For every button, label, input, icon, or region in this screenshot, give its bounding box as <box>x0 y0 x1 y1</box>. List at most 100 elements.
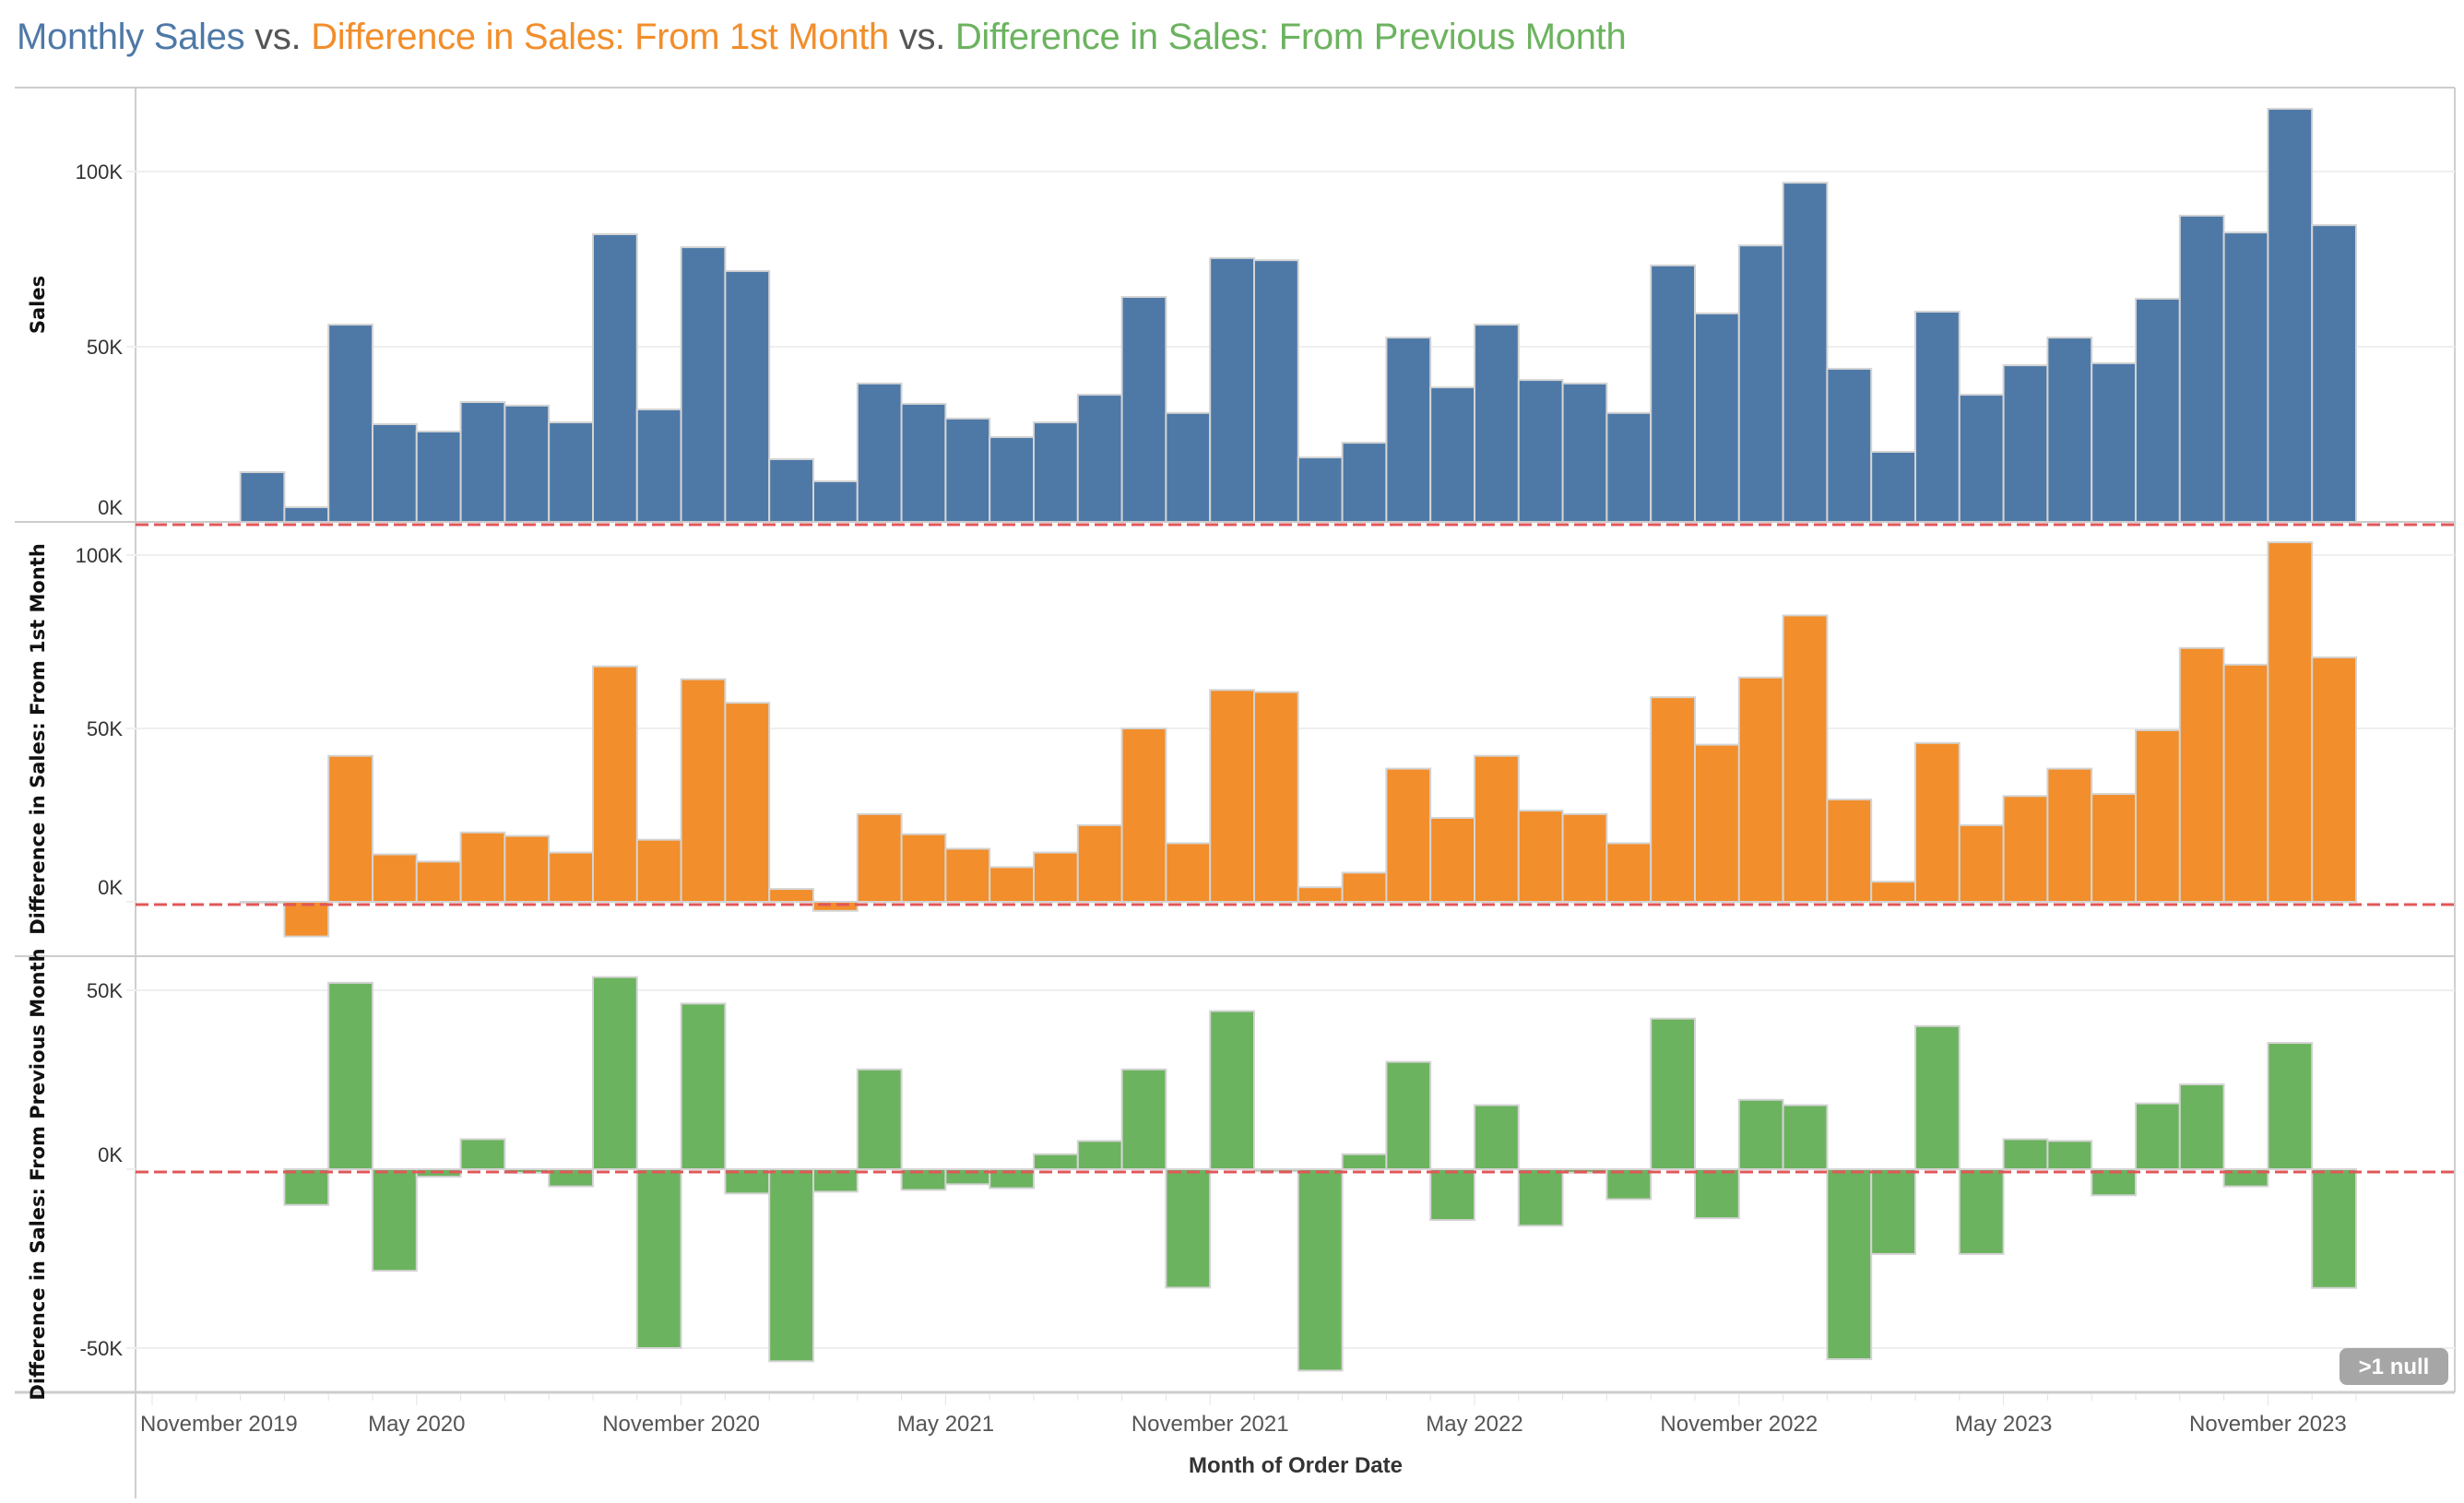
bar-diff-previous[interactable]: Oct 2021: -33.1K <box>1165 1168 1212 1289</box>
bar-diff-first[interactable]: May 2020: 11.6K <box>415 860 462 903</box>
bar-sales[interactable]: May 2020: 25.8K <box>415 430 462 523</box>
bar-diff-previous[interactable]: Sep 2021: 27.9K <box>1120 1068 1167 1171</box>
bar-diff-first[interactable]: Jul 2022: 25.3K <box>1561 812 1608 904</box>
bar-sales[interactable]: Aug 2021: 36.3K <box>1076 394 1123 523</box>
bar-sales[interactable]: May 2023: 44.7K <box>2002 364 2049 524</box>
bar-diff-previous[interactable]: Sep 2022: 42.1K <box>1650 1017 1696 1170</box>
bar-sales[interactable]: Jun 2022: 40.5K <box>1517 379 1564 523</box>
bar-diff-previous[interactable]: Nov 2021: 44.2K <box>1209 1010 1255 1171</box>
bar-diff-previous[interactable]: Jun 2023: 7.9K <box>2046 1140 2093 1171</box>
bar-diff-first[interactable]: Sep 2020: 67.9K <box>592 665 638 903</box>
bar-sales[interactable]: Sep 2020: 82.1K <box>592 233 638 524</box>
bar-diff-first[interactable]: Jul 2021: 14.2K <box>1033 851 1079 903</box>
bar-diff-previous[interactable]: Oct 2020: -50K <box>635 1168 682 1349</box>
bar-diff-first[interactable]: Apr 2020: 13.7K <box>372 853 418 903</box>
bar-sales[interactable]: Mar 2023: 60K <box>1914 311 1961 523</box>
bar-diff-previous[interactable]: Jun 2020: 8.4K <box>459 1138 506 1170</box>
bar-sales[interactable]: Dec 2023: 84.7K <box>2311 224 2357 523</box>
bar-sales[interactable]: Jan 2022: 18.4K <box>1297 456 1344 523</box>
bar-diff-previous[interactable]: Apr 2022: -14.2K <box>1429 1168 1475 1222</box>
bar-diff-first[interactable]: Dec 2020: 57.4K <box>724 702 771 904</box>
bar-sales[interactable]: Feb 2022: 22.6K <box>1341 442 1388 523</box>
bar-diff-previous[interactable]: Jan 2023: -53.1K <box>1826 1168 1873 1361</box>
bar-diff-previous[interactable]: Jun 2022: -15.8K <box>1517 1168 1564 1227</box>
bar-diff-first[interactable]: Sep 2021: 50K <box>1120 728 1167 903</box>
bar-sales[interactable]: Nov 2023: 117.9K <box>2267 107 2314 523</box>
bar-sales[interactable]: Apr 2023: 36.3K <box>1958 394 2005 523</box>
bar-diff-first[interactable]: Oct 2020: 17.9K <box>635 838 682 903</box>
bar-diff-first[interactable]: Nov 2023: 103.7K <box>2267 541 2314 903</box>
bar-diff-first[interactable]: Mar 2021: 25.3K <box>856 812 903 904</box>
bar-diff-first[interactable]: Feb 2023: 5.8K <box>1870 881 1916 904</box>
bar-diff-first[interactable]: Nov 2022: 64.7K <box>1737 676 1784 904</box>
bar-sales[interactable]: Nov 2020: 78.4K <box>680 246 727 523</box>
bar-diff-first[interactable]: Jan 2020: 0K <box>239 901 286 904</box>
bar-diff-first[interactable]: Jun 2022: 26.3K <box>1517 810 1564 903</box>
bar-sales[interactable]: Sep 2021: 64.2K <box>1120 296 1167 524</box>
bar-sales[interactable]: Dec 2021: 74.7K <box>1253 259 1299 523</box>
bar-diff-first[interactable]: Oct 2022: 45.3K <box>1694 743 1740 903</box>
bar-sales[interactable]: Feb 2020: 4.2K <box>283 506 330 523</box>
bar-sales[interactable]: Jun 2021: 24.2K <box>989 436 1035 524</box>
bar-diff-first[interactable]: Jul 2023: 31.1K <box>2091 793 2137 904</box>
bar-diff-previous[interactable]: Aug 2021: 7.9K <box>1076 1140 1123 1171</box>
bar-diff-previous[interactable]: Mar 2021: 27.9K <box>856 1068 903 1171</box>
bar-diff-first[interactable]: Apr 2023: 22.1K <box>1958 823 2005 903</box>
bar-diff-previous[interactable]: Aug 2023: 18.4K <box>2135 1102 2181 1171</box>
bar-diff-first[interactable]: Jan 2023: 29.5K <box>1826 799 1873 904</box>
bar-sales[interactable]: Sep 2022: 73.2K <box>1650 264 1696 523</box>
bar-diff-first[interactable]: Apr 2021: 19.5K <box>900 833 947 903</box>
bar-sales[interactable]: Feb 2023: 20K <box>1870 451 1916 523</box>
bar-diff-first[interactable]: Oct 2021: 16.9K <box>1165 842 1212 903</box>
bar-sales[interactable]: Sep 2023: 87.4K <box>2178 214 2225 523</box>
bar-diff-first[interactable]: Mar 2023: 45.8K <box>1914 741 1961 903</box>
bar-diff-first[interactable]: Jun 2021: 10K <box>989 866 1035 904</box>
bar-sales[interactable]: Jul 2021: 28.4K <box>1033 421 1079 523</box>
bar-sales[interactable]: May 2022: 56.3K <box>1474 324 1520 523</box>
bar-diff-previous[interactable]: Aug 2022: -8.4K <box>1605 1168 1653 1201</box>
bar-diff-first[interactable]: Feb 2022: 8.4K <box>1341 871 1388 904</box>
bar-diff-first[interactable]: Dec 2021: 60.5K <box>1253 691 1299 904</box>
bar-diff-previous[interactable]: Feb 2022: 4.2K <box>1341 1153 1388 1170</box>
bar-sales[interactable]: Mar 2021: 39.5K <box>856 382 903 523</box>
bar-sales[interactable]: Aug 2020: 28.4K <box>548 421 595 523</box>
bar-diff-previous[interactable]: Jun 2021: -5.3K <box>989 1168 1035 1189</box>
bar-diff-first[interactable]: Jun 2023: 38.4K <box>2046 767 2093 904</box>
bar-sales[interactable]: Jul 2020: 33.2K <box>503 404 551 523</box>
bar-diff-first[interactable]: Jan 2022: 4.2K <box>1297 886 1344 904</box>
null-indicator-badge[interactable]: >1 null <box>2340 1348 2448 1385</box>
bar-sales[interactable]: Mar 2022: 52.6K <box>1385 337 1432 523</box>
bar-diff-previous[interactable]: Jul 2021: 4.2K <box>1033 1153 1079 1170</box>
bar-sales[interactable]: Apr 2020: 27.9K <box>372 422 418 524</box>
bar-diff-previous[interactable]: Sep 2023: 23.7K <box>2178 1083 2225 1170</box>
bar-sales[interactable]: Dec 2022: 96.8K <box>1782 182 1829 523</box>
bar-diff-first[interactable]: Jun 2020: 20K <box>459 831 506 903</box>
bar-diff-first[interactable]: Mar 2020: 42.1K <box>327 754 374 903</box>
bar-sales[interactable]: Oct 2020: 32.1K <box>635 408 682 523</box>
bar-diff-first[interactable]: Aug 2023: 49.5K <box>2135 728 2181 903</box>
bar-sales[interactable]: Aug 2022: 31.1K <box>1605 411 1653 524</box>
bar-diff-previous[interactable]: Apr 2023: -23.7K <box>1958 1168 2005 1255</box>
bar-sales[interactable]: Jun 2023: 52.6K <box>2046 337 2093 523</box>
bar-diff-previous[interactable]: Dec 2023: -33.2K <box>2311 1168 2357 1289</box>
bar-sales[interactable]: Apr 2022: 38.4K <box>1429 386 1475 523</box>
bar-sales[interactable]: Nov 2022: 78.9K <box>1737 244 1784 523</box>
bar-sales[interactable]: Apr 2021: 33.7K <box>900 402 947 523</box>
bar-diff-previous[interactable]: Oct 2022: -13.7K <box>1694 1168 1740 1220</box>
bar-sales[interactable]: Jan 2021: 17.9K <box>768 457 815 524</box>
bar-sales[interactable]: Jul 2022: 39.5K <box>1561 382 1608 523</box>
bar-sales[interactable]: Feb 2021: 11.6K <box>812 479 859 523</box>
bar-sales[interactable]: Jun 2020: 34.2K <box>459 401 506 524</box>
bar-diff-first[interactable]: Mar 2022: 38.4K <box>1385 767 1432 904</box>
bar-diff-previous[interactable]: Jan 2021: -53.7K <box>768 1168 815 1363</box>
bar-diff-previous[interactable]: May 2022: 17.9K <box>1474 1104 1520 1170</box>
bar-diff-previous[interactable]: Mar 2020: 52.1K <box>327 981 374 1171</box>
bar-diff-first[interactable]: Dec 2023: 70.5K <box>2311 656 2357 903</box>
bar-diff-first[interactable]: Aug 2021: 22.1K <box>1076 823 1123 903</box>
bar-diff-first[interactable]: Apr 2022: 24.2K <box>1429 817 1475 903</box>
bar-diff-first[interactable]: Jan 2021: 3.7K <box>768 888 815 904</box>
bar-diff-previous[interactable]: Feb 2023: -23.7K <box>1870 1168 1916 1255</box>
bar-diff-first[interactable]: Nov 2021: 61.1K <box>1209 689 1255 903</box>
bar-diff-first[interactable]: May 2022: 42.1K <box>1474 754 1520 903</box>
bar-diff-previous[interactable]: Mar 2022: 30K <box>1385 1060 1432 1170</box>
